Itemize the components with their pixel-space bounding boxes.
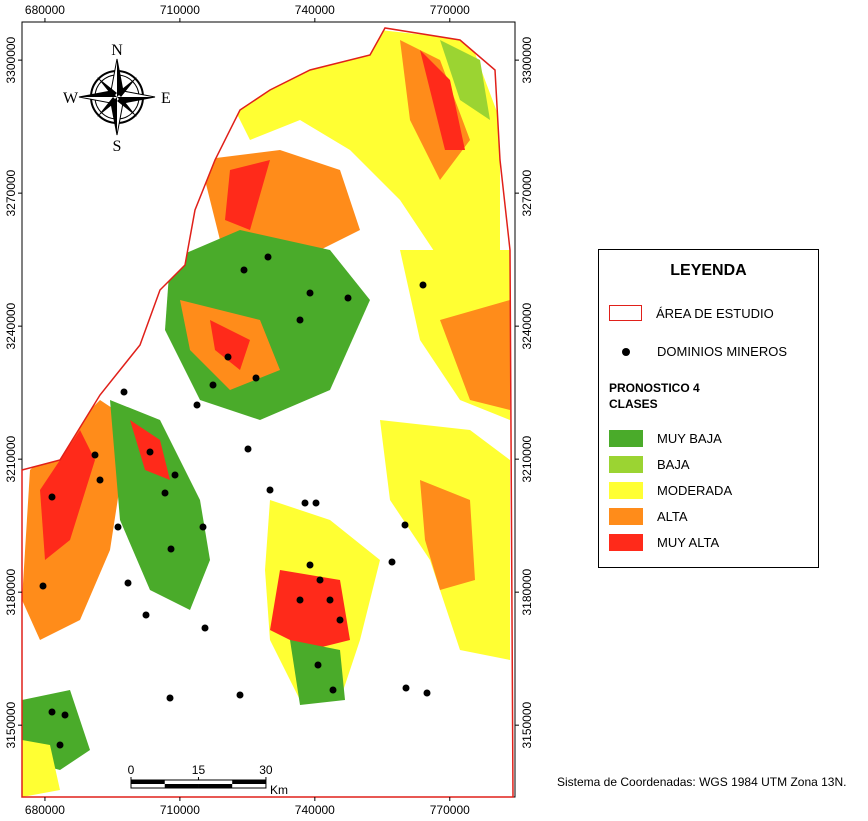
scale-label: 15 bbox=[192, 763, 206, 777]
legend-label: ALTA bbox=[657, 509, 688, 524]
scale-bar-segment bbox=[232, 780, 266, 784]
compass-rose: N S E W bbox=[63, 42, 171, 155]
forecast-layer bbox=[22, 30, 510, 797]
y-tick-label: 3300000 bbox=[520, 36, 534, 83]
legend-subtitle: PRONOSTICO 4 CLASES bbox=[609, 381, 700, 411]
legend-class: ALTA bbox=[609, 508, 688, 525]
mine-points bbox=[39, 253, 431, 749]
legend-class: MODERADA bbox=[609, 482, 732, 499]
y-tick-label: 3180000 bbox=[4, 568, 18, 615]
y-tick-label: 3270000 bbox=[4, 169, 18, 216]
scale-bar: 0 15 30 Km bbox=[128, 763, 288, 797]
y-tick-label: 3270000 bbox=[520, 169, 534, 216]
y-tick-label: 3240000 bbox=[4, 302, 18, 349]
compass-n: N bbox=[111, 42, 123, 59]
swatch bbox=[609, 508, 643, 525]
y-tick-label: 3210000 bbox=[520, 435, 534, 482]
y-tick-label: 3240000 bbox=[520, 302, 534, 349]
legend-mines: DOMINIOS MINEROS bbox=[609, 344, 787, 359]
x-tick-label: 770000 bbox=[430, 3, 470, 17]
swatch bbox=[609, 344, 643, 359]
x-tick-label: 680000 bbox=[25, 3, 65, 17]
legend-class: MUY BAJA bbox=[609, 430, 722, 447]
x-tick-label: 710000 bbox=[160, 3, 200, 17]
legend-label: BAJA bbox=[657, 457, 690, 472]
scale-label: 0 bbox=[128, 763, 135, 777]
x-tick-label: 770000 bbox=[430, 803, 470, 817]
x-tick-label: 680000 bbox=[25, 803, 65, 817]
legend: LEYENDA ÁREA DE ESTUDIO DOMINIOS MINEROS… bbox=[598, 249, 819, 568]
y-tick-label: 3180000 bbox=[520, 568, 534, 615]
y-tick-label: 3210000 bbox=[4, 435, 18, 482]
scale-bar-segment bbox=[164, 784, 199, 788]
study-area-outline bbox=[21, 27, 514, 798]
x-tick-label: 710000 bbox=[160, 803, 200, 817]
y-tick-label: 3300000 bbox=[4, 36, 18, 83]
legend-label: ÁREA DE ESTUDIO bbox=[656, 305, 774, 321]
swatch bbox=[609, 456, 643, 473]
compass-s: S bbox=[113, 138, 122, 155]
coordinate-note: Sistema de Coordenadas: WGS 1984 UTM Zon… bbox=[557, 775, 847, 789]
swatch bbox=[609, 430, 643, 447]
swatch bbox=[609, 534, 643, 551]
compass-e: E bbox=[161, 90, 171, 107]
legend-label: MUY BAJA bbox=[657, 431, 722, 446]
scale-bar-segment bbox=[131, 780, 165, 784]
x-tick-label: 740000 bbox=[295, 803, 335, 817]
x-tick-label: 740000 bbox=[295, 3, 335, 17]
legend-study-area: ÁREA DE ESTUDIO bbox=[609, 305, 774, 321]
y-tick-label: 3150000 bbox=[4, 701, 18, 748]
scale-label: 30 bbox=[259, 763, 273, 777]
y-tick-label: 3150000 bbox=[520, 701, 534, 748]
swatch bbox=[609, 482, 643, 499]
legend-label: MODERADA bbox=[657, 483, 733, 498]
coordinate-ticks: 680000 680000 710000 710000 740000 740000 7700… bbox=[4, 3, 534, 817]
legend-class: BAJA bbox=[609, 456, 690, 473]
legend-title: LEYENDA bbox=[670, 262, 747, 279]
swatch bbox=[609, 305, 642, 321]
legend-label: DOMINIOS MINEROS bbox=[657, 344, 788, 359]
scale-bar-segment bbox=[198, 784, 233, 788]
legend-label: MUY ALTA bbox=[657, 535, 720, 550]
legend-class: MUY ALTA bbox=[609, 534, 719, 551]
scale-unit: Km bbox=[270, 783, 288, 797]
compass-w: W bbox=[63, 90, 79, 107]
